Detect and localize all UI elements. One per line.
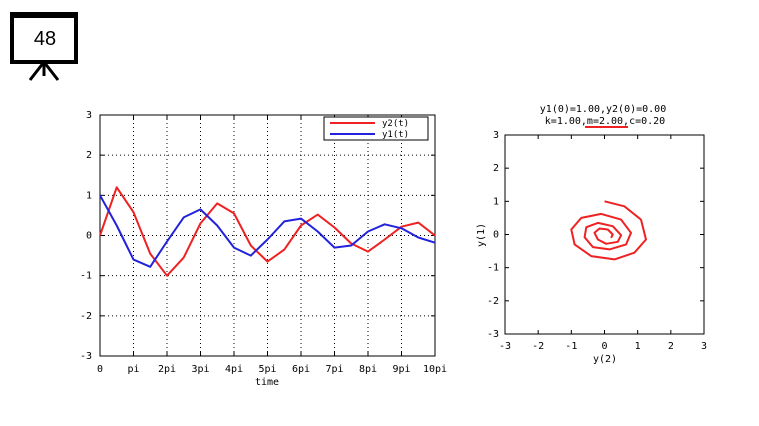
x-tick-label: 5pi — [258, 364, 276, 375]
y-tick-label: 3 — [86, 110, 92, 121]
phase-subtitle: k=1.00,m=2.00,c=0.20 — [545, 116, 665, 127]
x-tick-label: 6pi — [292, 364, 310, 375]
phase-plot-frame — [504, 134, 705, 335]
phase-y-tick-label: 3 — [493, 130, 499, 141]
y-tick-label: 0 — [86, 231, 92, 242]
legend: y2(t) y1(t) — [323, 116, 429, 141]
y-tick-label: 2 — [86, 150, 92, 161]
phase-x-tick-label: 0 — [601, 341, 607, 352]
phase-x-tick-label: -3 — [499, 341, 511, 352]
legend-label-y2: y2(t) — [382, 119, 409, 129]
x-tick-label: 2pi — [158, 364, 176, 375]
phase-x-tick-label: 3 — [701, 341, 707, 352]
slide-number: 48 — [33, 27, 57, 50]
phase-y-tick-label: -2 — [487, 296, 499, 307]
phase-y-tick-label: -1 — [487, 263, 499, 274]
series-line-y1t — [99, 194, 436, 268]
series-line-y2t — [99, 186, 436, 277]
x-tick-label: 0 — [97, 364, 103, 375]
phase-y-tick-label: 0 — [493, 230, 499, 241]
phase-x-tick-label: -2 — [532, 341, 544, 352]
x-tick-label: 3pi — [191, 364, 209, 375]
legend-label-y1: y1(t) — [382, 130, 409, 140]
phase-title: y1(0)=1.00,y2(0)=0.00 — [540, 104, 666, 115]
phase-y-axis-label: y(1) — [476, 223, 487, 247]
phase-x-tick-label: 2 — [668, 341, 674, 352]
phase-y-tick-label: 1 — [493, 196, 499, 207]
phase-x-tick-label: -1 — [565, 341, 577, 352]
x-tick-label: pi — [127, 364, 139, 375]
projector-screen-icon — [10, 12, 78, 81]
phase-x-tick-label: 1 — [635, 341, 641, 352]
y-tick-label: -3 — [80, 351, 92, 362]
phase-y-tick-label: -3 — [487, 329, 499, 340]
phase-y-tick-label: 2 — [493, 163, 499, 174]
y-tick-label: 1 — [86, 190, 92, 201]
x-tick-label: 7pi — [325, 364, 343, 375]
phase-x-axis-label: y(2) — [593, 354, 617, 365]
x-tick-label: 4pi — [225, 364, 243, 375]
x-tick-label: 8pi — [359, 364, 377, 375]
x-tick-label: 9pi — [392, 364, 410, 375]
x-axis-label: time — [255, 377, 279, 388]
slide-number-badge: 48 — [10, 12, 80, 82]
y-tick-label: -2 — [80, 311, 92, 322]
x-tick-label: 10pi — [423, 364, 447, 375]
grid-lines — [100, 115, 435, 356]
phase-spiral-line — [570, 200, 647, 261]
y-tick-label: -1 — [80, 271, 92, 282]
